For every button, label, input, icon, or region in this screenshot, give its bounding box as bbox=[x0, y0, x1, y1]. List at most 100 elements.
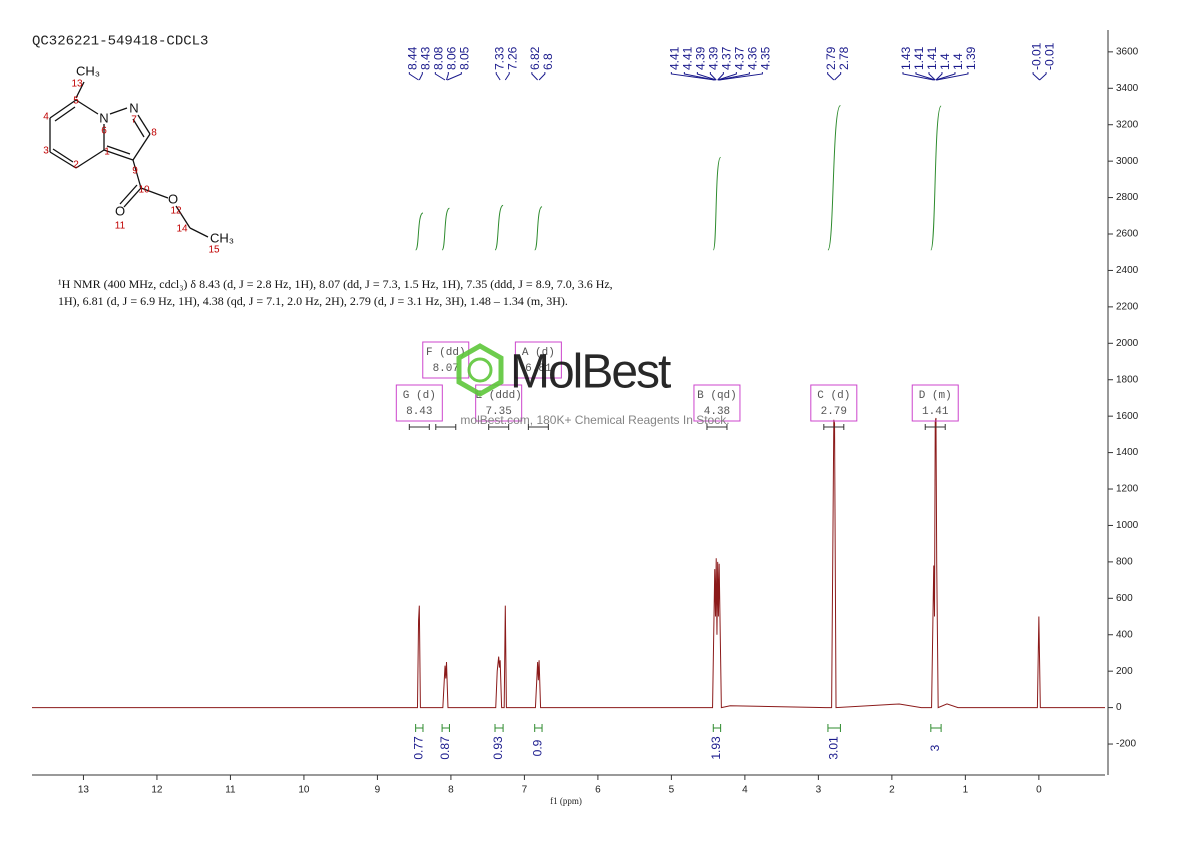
integral-bracket bbox=[827, 724, 841, 732]
multiplet-shift: 8.07 bbox=[433, 363, 459, 375]
peak-label: 4.41 bbox=[681, 46, 695, 70]
x-tick-label: 9 bbox=[375, 785, 381, 796]
multiplet-shift: 8.43 bbox=[406, 406, 432, 418]
peak-connector bbox=[538, 72, 546, 81]
x-tick-label: 1 bbox=[963, 785, 969, 796]
y-tick-label: 1000 bbox=[1116, 520, 1139, 531]
peak-connector bbox=[717, 72, 737, 81]
peak-label: 2.79 bbox=[824, 46, 838, 70]
multiplet-label: E (ddd) bbox=[476, 390, 522, 402]
y-tick-label: 1800 bbox=[1116, 374, 1139, 385]
atom-number: 5 bbox=[73, 96, 79, 107]
y-tick-label: 600 bbox=[1116, 593, 1133, 604]
y-tick-label: 3600 bbox=[1116, 46, 1139, 57]
watermark-logo bbox=[456, 343, 504, 397]
peak-label: 8.08 bbox=[432, 46, 446, 70]
peak-connector bbox=[531, 72, 538, 81]
integral-bracket bbox=[441, 724, 450, 732]
peak-label: 4.41 bbox=[668, 46, 682, 70]
peak-connector bbox=[834, 72, 842, 81]
integral-curve bbox=[441, 207, 450, 251]
multiplet-range bbox=[488, 424, 510, 430]
atom-number: 10 bbox=[138, 185, 150, 196]
multiplet-label: C (d) bbox=[817, 390, 850, 402]
atom-number: 14 bbox=[176, 224, 188, 235]
atom-label: O bbox=[168, 191, 178, 206]
peak-connector bbox=[418, 72, 423, 81]
peak-label: 2.78 bbox=[837, 46, 851, 70]
integral-label: 1.93 bbox=[709, 736, 723, 760]
atom-number: 3 bbox=[43, 146, 49, 157]
peak-connector bbox=[935, 72, 956, 81]
multiplet-range bbox=[924, 424, 946, 430]
y-tick-label: 1200 bbox=[1116, 484, 1139, 495]
y-tick-label: 2800 bbox=[1116, 192, 1139, 203]
multiplet-box bbox=[911, 384, 959, 422]
multiplet-shift: 1.41 bbox=[922, 406, 949, 418]
peak-label: 4.37 bbox=[720, 46, 734, 70]
multiplet-shift: 7.35 bbox=[485, 406, 511, 418]
atom-number: 9 bbox=[132, 166, 138, 177]
peak-connector bbox=[827, 72, 835, 81]
peak-label: 7.33 bbox=[492, 46, 506, 70]
y-tick-label: 3200 bbox=[1116, 119, 1139, 130]
atom-number: 13 bbox=[71, 79, 83, 90]
x-tick-label: 5 bbox=[669, 785, 675, 796]
integral-curve bbox=[827, 105, 841, 251]
peak-label: 1.43 bbox=[899, 46, 913, 70]
peak-connector bbox=[1039, 72, 1047, 81]
atom-number: 8 bbox=[151, 128, 157, 139]
peak-label: -0.01 bbox=[1042, 42, 1056, 70]
integral-bracket bbox=[930, 724, 942, 732]
atom-label: N bbox=[129, 100, 138, 115]
peak-label: 1.39 bbox=[964, 46, 978, 70]
multiplet-box bbox=[395, 384, 443, 422]
multiplet-shift: 4.38 bbox=[704, 406, 730, 418]
y-tick-label: 3000 bbox=[1116, 156, 1139, 167]
integral-curve bbox=[415, 212, 424, 251]
watermark-logo bbox=[467, 357, 493, 383]
multiplet-range bbox=[706, 424, 728, 430]
y-tick-label: 1600 bbox=[1116, 411, 1139, 422]
y-tick-label: 1400 bbox=[1116, 447, 1139, 458]
multiplet-label: D (m) bbox=[919, 390, 952, 402]
x-tick-label: 3 bbox=[816, 785, 822, 796]
peak-label: 4.39 bbox=[707, 46, 721, 70]
atom-number: 12 bbox=[170, 206, 182, 217]
peak-connector bbox=[718, 72, 750, 81]
peak-connector bbox=[495, 72, 501, 81]
x-tick-label: 13 bbox=[78, 785, 90, 796]
peak-connector bbox=[935, 72, 943, 81]
structure-bonds bbox=[49, 81, 209, 238]
integral-label: 3 bbox=[928, 744, 942, 751]
x-axis-label: f1 (ppm) bbox=[550, 796, 582, 806]
peak-label: 4.37 bbox=[733, 46, 747, 70]
x-tick-label: 2 bbox=[889, 785, 895, 796]
atom-label: CH₃ bbox=[76, 63, 100, 78]
integral-bracket bbox=[494, 724, 504, 732]
integral-bracket bbox=[534, 724, 543, 732]
y-tick-label: 2600 bbox=[1116, 229, 1139, 240]
x-tick-label: 7 bbox=[522, 785, 528, 796]
peak-label: 1.4 bbox=[938, 53, 952, 70]
peak-label: 6.82 bbox=[528, 46, 542, 70]
multiplet-range bbox=[823, 424, 845, 430]
integral-curve bbox=[494, 204, 504, 251]
atom-number: 15 bbox=[208, 245, 220, 256]
atom-label: CH₃ bbox=[210, 230, 234, 245]
y-tick-label: 800 bbox=[1116, 557, 1133, 568]
peak-label: 1.41 bbox=[925, 46, 939, 70]
peak-connector bbox=[915, 72, 936, 81]
peak-label: 4.36 bbox=[746, 46, 760, 70]
peak-connector bbox=[1032, 72, 1040, 81]
multiplet-label: A (d) bbox=[522, 347, 555, 359]
integral-label: 0.93 bbox=[491, 736, 505, 760]
peak-connector bbox=[709, 72, 717, 81]
multiplet-label: F (dd) bbox=[426, 347, 466, 359]
peak-label: 8.44 bbox=[406, 46, 420, 70]
y-tick-label: 3400 bbox=[1116, 83, 1139, 94]
multiplet-shift: 2.79 bbox=[821, 406, 847, 418]
x-tick-label: 6 bbox=[595, 785, 601, 796]
